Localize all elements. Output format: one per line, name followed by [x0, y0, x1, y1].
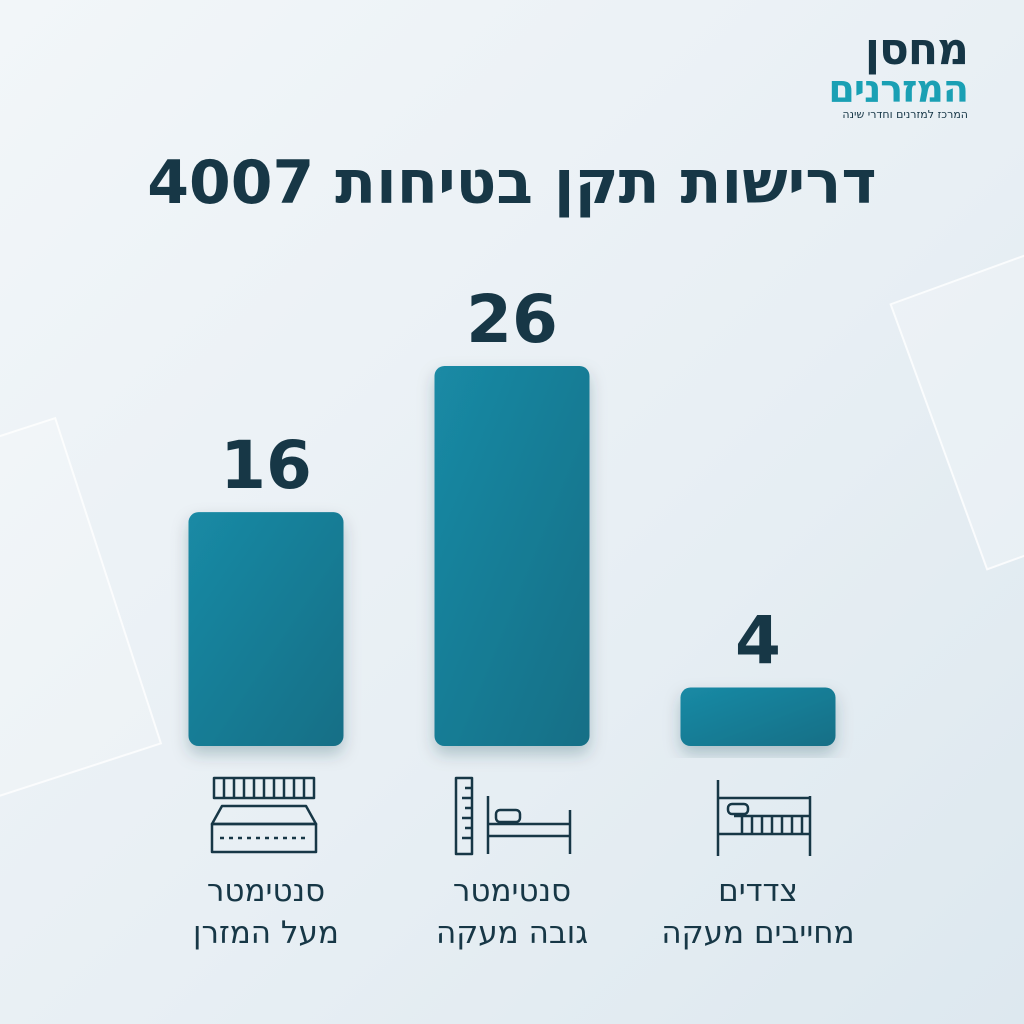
caption-line2: גובה מעקה — [436, 915, 588, 951]
logo-tagline: המרכז למזרנים וחדרי שינה — [842, 108, 968, 121]
bar-value-label: 4 — [735, 603, 781, 680]
bar-value-label: 26 — [466, 281, 558, 358]
bed-height-icon — [454, 776, 572, 856]
bar-value-label: 16 — [220, 427, 312, 504]
logo-line2: המזרנים — [828, 67, 969, 111]
logo-line1: מחסן — [864, 24, 969, 75]
bar — [434, 366, 590, 746]
chart-title: דרישות תקן בטיחות 4007 — [147, 148, 877, 218]
caption-rail-height: סנטימטר גובה מעקה — [382, 870, 642, 954]
caption-line1: צדדים — [718, 873, 798, 909]
caption-mattress: סנטימטר מעל המזרן — [136, 870, 396, 954]
mattress-icon — [210, 776, 318, 854]
caption-line1: סנטימטר — [452, 873, 572, 909]
brand-logo: מחסן המזרנים המרכז למזרנים וחדרי שינה — [748, 24, 969, 122]
caption-line2: מחייבים מעקה — [661, 915, 855, 951]
caption-line2: מעל המזרן — [193, 915, 339, 951]
caption-line1: סנטימטר — [206, 873, 326, 909]
crib-icon — [716, 780, 812, 856]
bar — [680, 687, 836, 746]
bar — [188, 512, 344, 746]
caption-sides: צדדים מחייבים מעקה — [628, 870, 888, 954]
